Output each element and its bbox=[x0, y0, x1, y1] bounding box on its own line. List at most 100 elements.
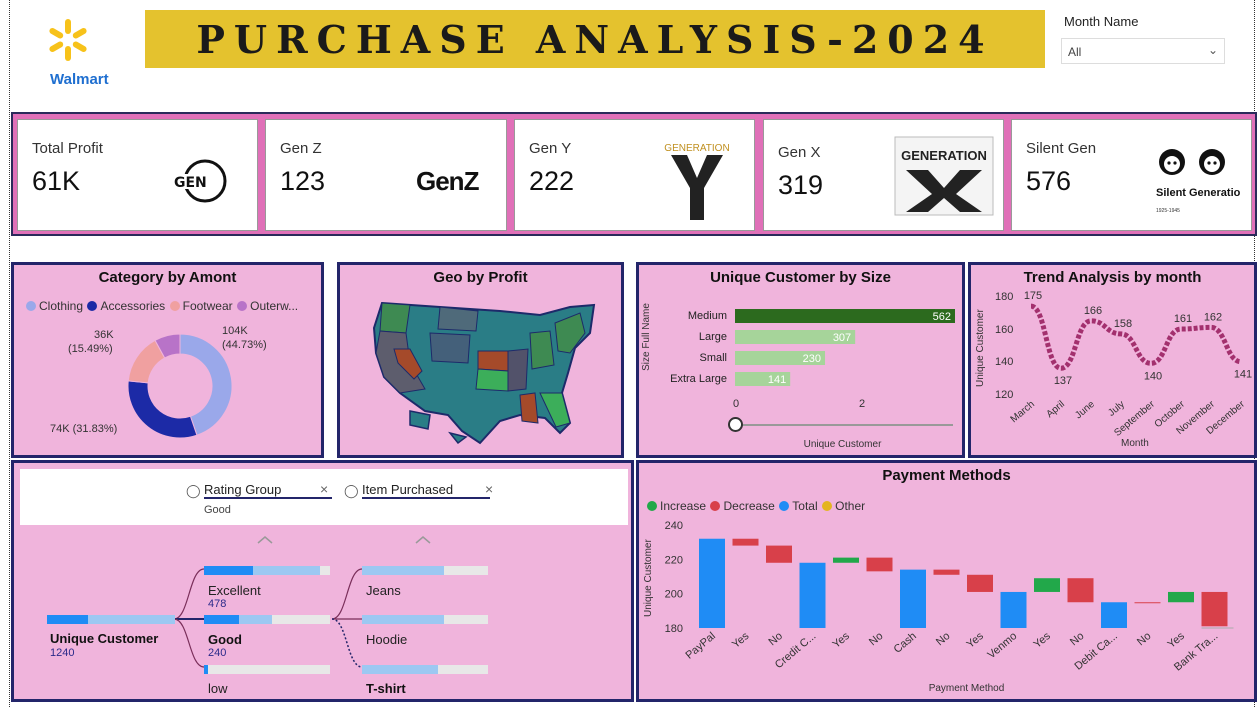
tree-item-label[interactable]: Hoodie bbox=[366, 632, 408, 647]
payment-xlabel: Payment Method bbox=[928, 683, 1005, 694]
waterfall-bar[interactable] bbox=[833, 557, 859, 563]
size-panel[interactable]: Unique Customer by Size Size Full Name M… bbox=[636, 262, 965, 458]
size-bar[interactable] bbox=[735, 330, 856, 344]
tree-root-label: Unique Customer bbox=[50, 631, 159, 646]
size-bar-value: 562 bbox=[933, 311, 951, 323]
legend-item[interactable]: Accessories bbox=[87, 299, 165, 313]
kpi-strip: Total Profit 61K GEN Gen Z 123 GenZ Gen … bbox=[11, 112, 1257, 236]
svg-text:GENERATION: GENERATION bbox=[664, 143, 729, 154]
month-slicer-label: Month Name bbox=[1064, 14, 1139, 29]
waterfall-bar[interactable] bbox=[799, 562, 826, 628]
legend-item[interactable]: Decrease bbox=[710, 499, 775, 513]
size-category-label: Small bbox=[699, 352, 727, 364]
category-legend: Clothing Accessories Footwear Outerw... bbox=[26, 297, 298, 315]
size-axis-tick: 2 bbox=[859, 398, 866, 410]
donut-label-clothing: 104K bbox=[222, 325, 248, 337]
size-bar-value: 230 bbox=[803, 353, 821, 365]
geo-panel[interactable]: Geo by Profit bbox=[337, 262, 624, 458]
filter-item-purchased[interactable]: Item Purchased bbox=[362, 482, 490, 499]
waterfall-bar[interactable] bbox=[1101, 602, 1127, 628]
trend-month-label: March bbox=[1009, 399, 1037, 425]
close-icon[interactable]: × bbox=[320, 481, 329, 497]
payment-category-label: No bbox=[867, 630, 885, 648]
size-range-slider-handle[interactable] bbox=[728, 417, 743, 432]
legend-item[interactable]: Increase bbox=[647, 499, 706, 513]
payment-category-label: Venmo bbox=[985, 630, 1019, 661]
payment-ytick: 220 bbox=[665, 554, 683, 566]
payment-panel[interactable]: Payment Methods Increase Decrease Total … bbox=[636, 460, 1257, 702]
trend-ytick: 180 bbox=[995, 291, 1014, 303]
payment-ytick: 180 bbox=[665, 623, 683, 635]
kpi-badge: GEN bbox=[174, 175, 207, 191]
payment-category-label: Cash bbox=[892, 630, 919, 656]
legend-item[interactable]: Footwear bbox=[169, 299, 233, 313]
trend-line-chart[interactable]: 175March137April166June158July140Septemb… bbox=[971, 265, 1255, 455]
waterfall-bar[interactable] bbox=[1168, 591, 1194, 603]
chevron-down-icon[interactable]: ⌄ bbox=[1207, 43, 1218, 57]
tree-item-bar[interactable] bbox=[362, 566, 488, 575]
waterfall-bar[interactable] bbox=[1067, 578, 1094, 603]
month-slicer-dropdown[interactable]: All ⌄ bbox=[1061, 38, 1225, 64]
tree-node-bar[interactable] bbox=[204, 665, 330, 674]
waterfall-bar[interactable] bbox=[1201, 591, 1228, 627]
svg-text:GENERATION: GENERATION bbox=[901, 148, 987, 163]
size-xlabel: Unique Customer bbox=[803, 439, 882, 450]
trend-panel[interactable]: Trend Analysis by month Unique Customer … bbox=[968, 262, 1257, 458]
size-bar-chart[interactable]: Medium 562 Large 307 Small 230 Extra Large 141 bbox=[659, 303, 959, 389]
waterfall-bar[interactable] bbox=[967, 574, 993, 592]
category-panel[interactable]: Category by Amont Clothing Accessories F… bbox=[11, 262, 324, 458]
waterfall-bar[interactable] bbox=[1134, 602, 1161, 604]
donut-slice[interactable] bbox=[154, 333, 181, 359]
filter-rating-value: Good bbox=[204, 504, 231, 516]
waterfall-bar[interactable] bbox=[1000, 591, 1027, 628]
tree-item-label[interactable]: T-shirt bbox=[366, 681, 406, 696]
payment-ytick: 200 bbox=[665, 589, 683, 601]
kpi-value: 319 bbox=[778, 170, 824, 200]
lightbulb-icon[interactable]: ◯ bbox=[344, 483, 359, 498]
kpi-card-gen-x[interactable]: Gen X 319 GENERATION bbox=[763, 119, 1004, 231]
us-map[interactable] bbox=[370, 293, 600, 448]
legend-item[interactable]: Other bbox=[822, 499, 865, 513]
waterfall-bar[interactable] bbox=[766, 545, 792, 563]
kpi-card-gen-y[interactable]: Gen Y 222 GENERATION bbox=[514, 119, 755, 231]
donut-slice[interactable] bbox=[179, 333, 233, 436]
tree-node-label[interactable]: Good bbox=[208, 632, 242, 647]
trend-data-label: 161 bbox=[1174, 313, 1192, 325]
waterfall-bar[interactable] bbox=[933, 569, 960, 575]
waterfall-bar[interactable] bbox=[732, 538, 759, 546]
kpi-card-total-profit[interactable]: Total Profit 61K GEN bbox=[17, 119, 258, 231]
tree-node-label[interactable]: low bbox=[208, 681, 228, 696]
decomposition-tree-panel[interactable]: ◯ Rating Group × Good ◯ Item Purchased ×… bbox=[11, 460, 634, 702]
size-bar[interactable] bbox=[735, 351, 826, 365]
category-donut-chart[interactable] bbox=[14, 315, 322, 455]
trend-data-label: 141 bbox=[1234, 369, 1252, 381]
tree-node-bar[interactable] bbox=[204, 566, 330, 575]
kpi-card-gen-z[interactable]: Gen Z 123 GenZ bbox=[265, 119, 507, 231]
size-bar[interactable] bbox=[735, 309, 955, 323]
kpi-card-silent-gen[interactable]: Silent Gen 576 Silent Generation 1925-19… bbox=[1011, 119, 1252, 231]
payment-ytick: 240 bbox=[665, 520, 683, 532]
size-bar[interactable] bbox=[735, 372, 791, 386]
tree-item-label[interactable]: Jeans bbox=[366, 583, 401, 598]
trend-title: Trend Analysis by month bbox=[1023, 269, 1202, 286]
close-icon[interactable]: × bbox=[485, 481, 494, 497]
waterfall-bar[interactable] bbox=[900, 569, 926, 628]
tree-node-bar[interactable] bbox=[204, 615, 330, 624]
tree-item-bar[interactable] bbox=[362, 665, 488, 674]
tree-node-label[interactable]: Excellent bbox=[208, 583, 261, 598]
waterfall-bar[interactable] bbox=[699, 538, 725, 628]
logo-text: Walmart bbox=[50, 71, 109, 88]
legend-item[interactable]: Outerw... bbox=[237, 299, 298, 313]
payment-category-label: No bbox=[1135, 630, 1153, 648]
waterfall-bar[interactable] bbox=[866, 557, 893, 572]
tree-item-bar[interactable] bbox=[362, 615, 488, 624]
kpi-label: Gen Z bbox=[280, 140, 322, 157]
size-range-slider-track[interactable] bbox=[735, 424, 953, 426]
waterfall-bar[interactable] bbox=[1034, 578, 1060, 592]
legend-item[interactable]: Total bbox=[779, 499, 818, 513]
lightbulb-icon[interactable]: ◯ bbox=[186, 483, 201, 498]
filter-rating-group[interactable]: Rating Group bbox=[204, 482, 332, 499]
legend-item[interactable]: Clothing bbox=[26, 299, 83, 313]
donut-slice[interactable] bbox=[127, 380, 198, 439]
